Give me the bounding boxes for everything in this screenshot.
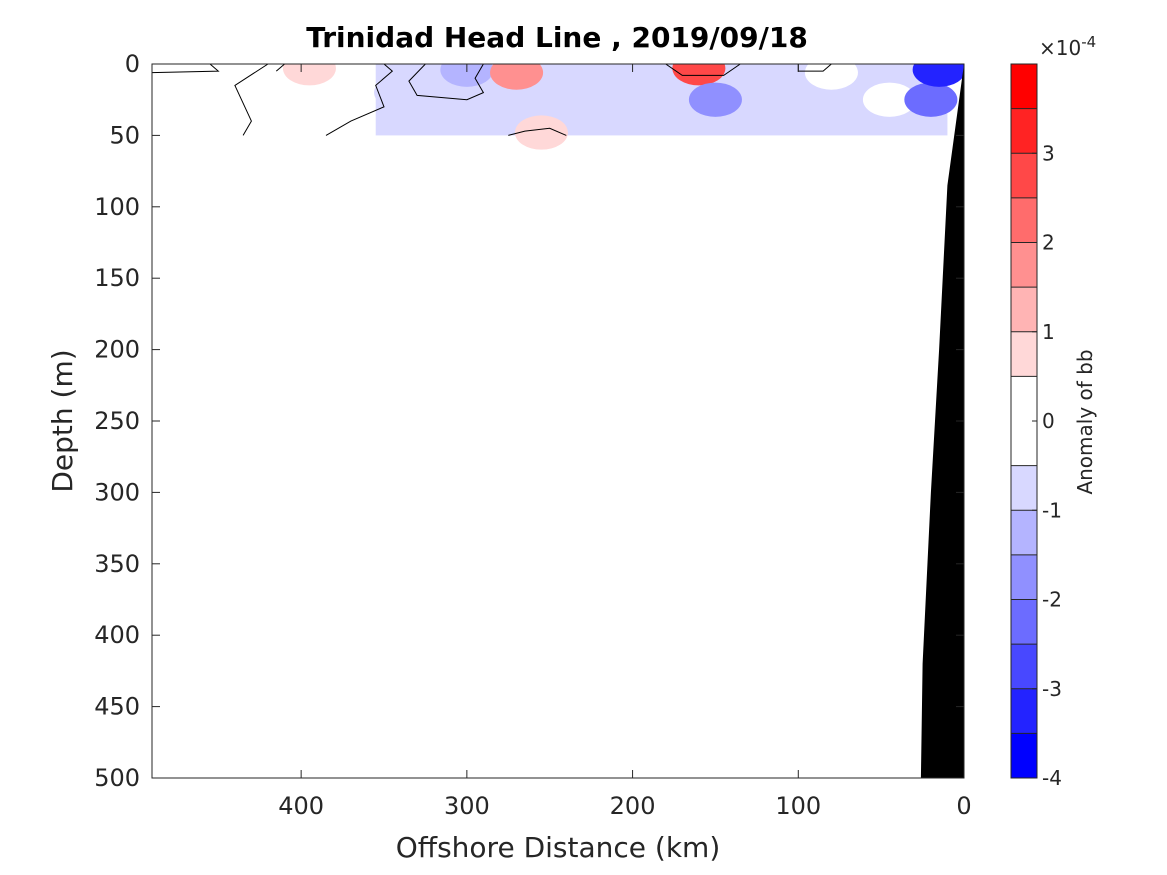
x-tick-label: 400 (278, 792, 324, 820)
x-tick-label: 300 (444, 792, 490, 820)
colorbar-swatch (1011, 242, 1037, 288)
colorbar-swatch (1011, 465, 1037, 511)
colorbar-tick-label: 3 (1042, 141, 1055, 165)
anomaly-patch-0 (158, 64, 212, 86)
zero-contour-lines (152, 64, 832, 136)
y-tick-label: 150 (94, 264, 140, 292)
y-tick-label: 300 (94, 478, 140, 506)
y-tick-label: 500 (94, 764, 140, 792)
colorbar-tick-label: -3 (1042, 677, 1062, 701)
seafloor-bathymetry (920, 64, 964, 778)
anomaly-patch-13 (912, 64, 964, 87)
x-tick-label: 200 (610, 792, 656, 820)
y-tick-label: 200 (94, 336, 140, 364)
anomaly-patch-10 (804, 64, 858, 90)
y-tick-label: 400 (94, 621, 140, 649)
colorbar-swatch (1011, 153, 1037, 198)
plot-frame (151, 63, 965, 779)
anomaly-patch-1 (282, 64, 336, 86)
contour-line-1 (234, 64, 269, 136)
x-axis: 400 300 200 100 0 (278, 64, 972, 820)
colorbar-tick-label: -2 (1042, 588, 1062, 612)
x-axis-label: Offshore Distance (km) (396, 831, 721, 864)
colorbar: 3 2 1 0 -1 -2 -3 -4 (1010, 63, 1062, 790)
contour-line-3 (325, 64, 394, 136)
colorbar-swatch (1011, 331, 1037, 377)
colorbar-swatch (1011, 554, 1037, 600)
x-tick-label: 100 (775, 792, 821, 820)
y-axis: 0 50 100 150 200 250 300 350 400 450 500 (94, 50, 964, 792)
y-tick-label: 350 (94, 550, 140, 578)
seafloor-polygon (920, 64, 964, 778)
y-tick-label: 100 (94, 193, 140, 221)
y-tick-label: 50 (109, 121, 140, 149)
anomaly-patch-6 (572, 82, 626, 117)
x-tick-label: 0 (956, 792, 971, 820)
anomaly-patch-11 (862, 82, 916, 117)
colorbar-swatch (1011, 733, 1037, 778)
colorbar-tick-label: -1 (1042, 498, 1062, 522)
y-tick-label: 250 (94, 407, 140, 435)
anomaly-patch-4 (490, 64, 544, 90)
colorbar-swatch (1011, 108, 1037, 154)
anomaly-patch-8 (688, 82, 742, 117)
colorbar-swatch (1011, 688, 1037, 734)
anomaly-field (158, 64, 964, 150)
colorbar-swatch (1011, 64, 1037, 109)
contour-line-4 (408, 64, 485, 101)
y-axis-label: Depth (m) (46, 349, 79, 492)
colorbar-tick-label: -4 (1042, 766, 1062, 790)
anomaly-patch-2 (374, 75, 428, 110)
anomaly-patch-5 (514, 115, 568, 150)
colorbar-swatch (1011, 197, 1037, 243)
colorbar-label: Anomaly of bb (1073, 349, 1097, 494)
anomaly-patch-9 (771, 89, 825, 124)
contour-line-0 (152, 64, 220, 74)
y-tick-label: 450 (94, 693, 140, 721)
colorbar-swatch (1011, 287, 1037, 332)
anomaly-patch-7 (672, 64, 726, 86)
y-tick-label: 0 (125, 50, 140, 78)
colorbar-swatch (1011, 644, 1037, 689)
contour-line-5 (508, 127, 567, 136)
colorbar-tick-label: 2 (1042, 231, 1055, 255)
colorbar-swatch (1011, 599, 1037, 645)
contour-line-2 (275, 64, 285, 72)
colorbar-tick-label: 0 (1042, 409, 1055, 433)
contour-line-6 (665, 64, 741, 76)
anomaly-patch-12 (904, 82, 958, 117)
colorbar-tick-label: 1 (1042, 320, 1055, 344)
colorbar-exponent-power: -4 (1081, 33, 1096, 51)
colorbar-swatch (1011, 510, 1037, 555)
chart-title: Trinidad Head Line , 2019/09/18 (306, 21, 808, 54)
colorbar-exponent: ×10-4 (1039, 33, 1096, 60)
